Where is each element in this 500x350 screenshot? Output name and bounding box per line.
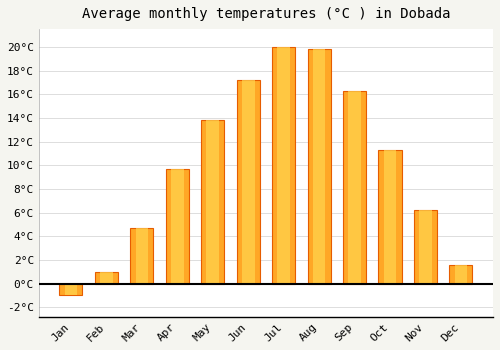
Bar xyxy=(166,169,189,284)
Bar xyxy=(130,228,154,284)
Title: Average monthly temperatures (°C ) in Dobada: Average monthly temperatures (°C ) in Do… xyxy=(82,7,450,21)
Bar xyxy=(378,150,402,284)
Bar xyxy=(201,120,224,284)
Bar xyxy=(454,265,467,284)
Bar xyxy=(64,284,78,295)
Bar xyxy=(313,49,326,284)
Bar xyxy=(95,272,118,284)
Bar xyxy=(242,80,254,284)
Bar xyxy=(236,80,260,284)
Bar xyxy=(278,47,290,284)
Bar xyxy=(308,49,330,284)
Bar xyxy=(348,91,361,284)
Bar xyxy=(206,120,219,284)
Bar xyxy=(171,169,183,284)
Bar xyxy=(343,91,366,284)
Bar xyxy=(100,272,113,284)
Bar xyxy=(419,210,432,284)
Bar xyxy=(136,228,148,284)
Bar xyxy=(60,284,82,295)
Bar xyxy=(450,265,472,284)
Bar xyxy=(414,210,437,284)
Bar xyxy=(272,47,295,284)
Bar xyxy=(384,150,396,284)
